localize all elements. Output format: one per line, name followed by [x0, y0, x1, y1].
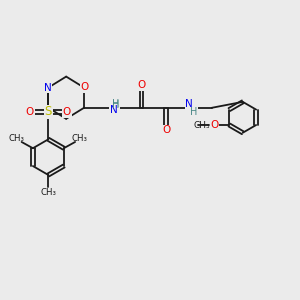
Text: CH₃: CH₃: [194, 121, 210, 130]
Text: CH₃: CH₃: [72, 134, 88, 142]
Text: O: O: [138, 80, 146, 90]
Text: H: H: [190, 107, 198, 117]
Text: N: N: [44, 82, 52, 93]
Text: S: S: [45, 106, 52, 118]
Text: O: O: [26, 107, 34, 117]
Text: O: O: [210, 120, 219, 130]
Text: H: H: [112, 99, 119, 109]
Text: N: N: [110, 105, 117, 115]
Text: H: H: [112, 100, 119, 110]
Text: CH₃: CH₃: [9, 134, 25, 142]
Text: N: N: [185, 99, 193, 109]
Text: O: O: [80, 82, 89, 92]
Text: O: O: [63, 107, 71, 117]
Text: CH₃: CH₃: [40, 188, 56, 197]
Text: O: O: [162, 125, 170, 135]
